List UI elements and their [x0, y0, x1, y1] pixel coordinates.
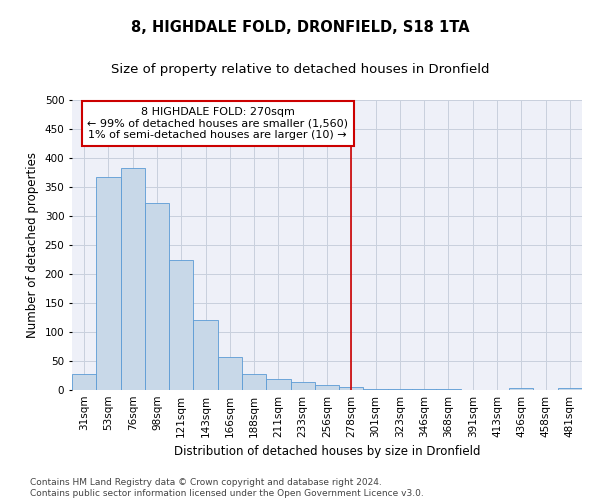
Bar [169, 260, 193, 390]
Y-axis label: Number of detached properties: Number of detached properties [26, 152, 39, 338]
Bar [121, 168, 145, 390]
Bar [509, 388, 533, 390]
Bar [315, 386, 339, 390]
Text: Size of property relative to detached houses in Dronfield: Size of property relative to detached ho… [111, 62, 489, 76]
Bar [72, 374, 96, 390]
Bar [339, 387, 364, 390]
Bar [364, 389, 388, 390]
X-axis label: Distribution of detached houses by size in Dronfield: Distribution of detached houses by size … [174, 446, 480, 458]
Bar [96, 176, 121, 390]
Text: 8, HIGHDALE FOLD, DRONFIELD, S18 1TA: 8, HIGHDALE FOLD, DRONFIELD, S18 1TA [131, 20, 469, 35]
Bar [242, 374, 266, 390]
Bar [145, 202, 169, 390]
Bar [218, 357, 242, 390]
Bar [266, 379, 290, 390]
Text: Contains HM Land Registry data © Crown copyright and database right 2024.
Contai: Contains HM Land Registry data © Crown c… [30, 478, 424, 498]
Bar [290, 382, 315, 390]
Text: 8 HIGHDALE FOLD: 270sqm
← 99% of detached houses are smaller (1,560)
1% of semi-: 8 HIGHDALE FOLD: 270sqm ← 99% of detache… [87, 107, 348, 140]
Bar [558, 388, 582, 390]
Bar [193, 320, 218, 390]
